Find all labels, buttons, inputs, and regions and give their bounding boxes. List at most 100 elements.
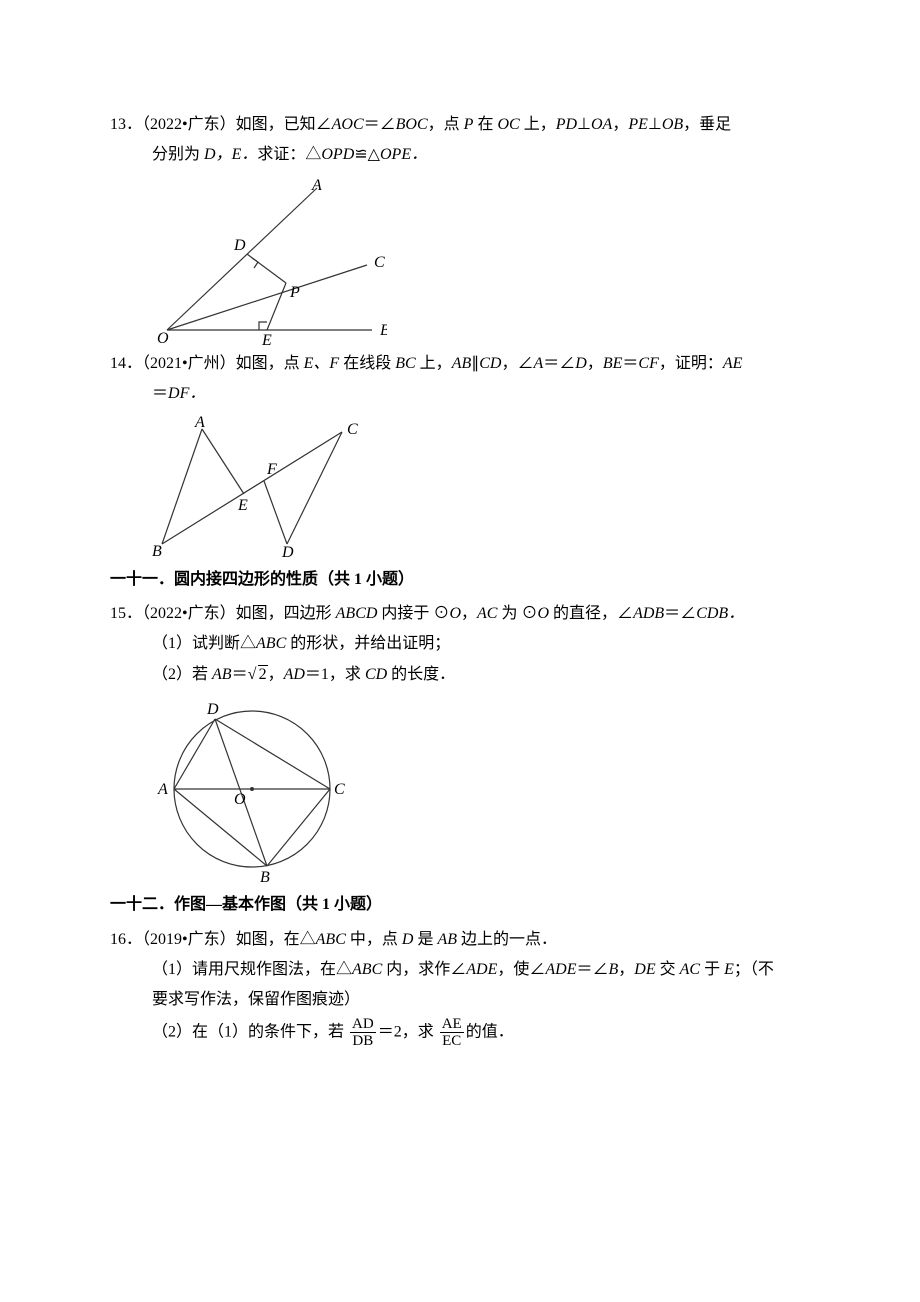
problem-14: 14．（2021•广州）如图，点 E、F 在线段 BC 上，AB∥CD，∠A＝∠… (110, 349, 830, 559)
q15-s1b: 的形状，并给出证明； (286, 635, 450, 652)
q15-adb: ADB (633, 605, 664, 622)
q16-t2: 中，点 (346, 931, 402, 948)
problem-15: 15．（2022•广东）如图，四边形 ABCD 内接于 ⊙O，AC 为 ⊙O 的… (110, 599, 830, 884)
q16-ADE: ADE (466, 961, 497, 978)
fig15-B: B (260, 869, 270, 884)
q15-sqrt: 2 (248, 660, 268, 690)
q13-comma: ， (612, 116, 628, 133)
q16-t4: 边上的一点． (457, 931, 557, 948)
q16-E: E (724, 961, 734, 978)
figure-15: A B C D O (110, 694, 830, 884)
fig13-O: O (157, 330, 169, 345)
q16-s1c: ，使∠ (497, 961, 545, 978)
q16-s1f: 交 (656, 961, 680, 978)
q16-num: 16． (110, 931, 142, 948)
fig15-O: O (234, 791, 246, 808)
q15-t3: 为 ⊙ (497, 605, 537, 622)
fig15-D: D (206, 701, 219, 718)
section-11-heading: 一十一．圆内接四边形的性质（共 1 小题） (110, 565, 830, 595)
problem-16-sub2: （2）在（1）的条件下，若 ADDB＝2，求 AEEC的值． (110, 1016, 830, 1050)
q14-ae: AE (723, 355, 743, 372)
q15-abc: ABC (256, 635, 286, 652)
q15-s2c: ， (268, 666, 284, 683)
q16-s2eq: ＝2，求 (378, 1023, 438, 1040)
q13-aoc: AOC (332, 116, 364, 133)
problem-14-line2: ＝DF． (110, 379, 830, 409)
q14-prove: ，证明： (659, 355, 723, 372)
q15-ac: AC (477, 605, 497, 622)
q14-cf: CF (638, 355, 658, 372)
problem-13-line2: 分别为 D，E．求证：△OPD≌△OPE． (110, 140, 830, 170)
q16-s2b: 的值． (466, 1023, 514, 1040)
q16-t3: 是 (413, 931, 437, 948)
problem-14-text: 14．（2021•广州）如图，点 E、F 在线段 BC 上，AB∥CD，∠A＝∠… (110, 349, 830, 379)
problem-13-text: 13．（2022•广东）如图，已知∠AOC＝∠BOC，点 P 在 OC 上，PD… (110, 110, 830, 140)
q16-s1line2: 要求写作法，保留作图痕迹） (152, 991, 360, 1008)
q15-c1: ， (461, 605, 477, 622)
figure-13-svg: O A B C D E P (152, 175, 387, 345)
q15-O2: O (537, 605, 549, 622)
q16-D: D (402, 931, 414, 948)
q16-AC: AC (680, 961, 700, 978)
page: 13．（2022•广东）如图，已知∠AOC＝∠BOC，点 P 在 OC 上，PD… (0, 0, 920, 1114)
q14-cite: （2021•广州） (142, 355, 236, 372)
q14-ef: E、F (304, 355, 340, 372)
problem-15-sub1: （1）试判断△ABC 的形状，并给出证明； (110, 629, 830, 659)
q15-num: 15． (110, 605, 142, 622)
q14-ab: AB (452, 355, 472, 372)
q16-t1: 如图，在△ (236, 931, 316, 948)
fig13-E: E (261, 332, 272, 345)
fig13-C: C (374, 254, 385, 271)
q16-frac2n: AE (440, 1016, 464, 1034)
q16-ABC: ABC (316, 931, 346, 948)
q13-prove: 求证：△ (257, 146, 321, 163)
q14-eq: ＝∠ (543, 355, 575, 372)
q15-t2: 内接于 ⊙ (377, 605, 449, 622)
q16-DE: DE (634, 961, 655, 978)
q13-t1: 如图，已知∠ (236, 116, 332, 133)
q14-c2: ， (587, 355, 603, 372)
q13-cong: ≌△ (354, 146, 380, 163)
q13-perp2: ⊥ (648, 116, 662, 133)
q14-t3: 上， (416, 355, 452, 372)
q14-eq2: ＝ (622, 355, 638, 372)
q13-boc: BOC (396, 116, 428, 133)
q13-t2: ，点 (428, 116, 464, 133)
q15-ab: AB (212, 666, 232, 683)
q13-t3: 在 (473, 116, 497, 133)
q13-perp1: ⊥ (577, 116, 591, 133)
problem-13: 13．（2022•广东）如图，已知∠AOC＝∠BOC，点 P 在 OC 上，PD… (110, 110, 830, 345)
q14-bc: BC (395, 355, 415, 372)
q13-opd: OPD (321, 146, 354, 163)
q13-l2a: 分别为 (152, 146, 204, 163)
fig14-B: B (152, 543, 162, 559)
fig14-C: C (347, 421, 358, 438)
problem-16-text: 16．（2019•广东）如图，在△ABC 中，点 D 是 AB 边上的一点． (110, 925, 830, 955)
q13-cite: （2022•广东） (142, 116, 236, 133)
q16-s1d: ＝∠ (576, 961, 608, 978)
q16-s1e: ， (618, 961, 634, 978)
problem-16: 16．（2019•广东）如图，在△ABC 中，点 D 是 AB 边上的一点． （… (110, 925, 830, 1050)
q16-s1g: 于 (700, 961, 724, 978)
fig14-D: D (281, 544, 294, 559)
sec12-text: 一十二．作图—基本作图（共 1 小题） (110, 896, 382, 913)
q16-cite: （2019•广东） (142, 931, 236, 948)
q16-ABC2: ABC (352, 961, 382, 978)
q13-eq1: ＝∠ (364, 116, 396, 133)
q16-ADE2: ADE (545, 961, 576, 978)
q16-frac2: AEEC (440, 1016, 464, 1050)
q15-s2eq: ＝ (232, 666, 248, 683)
q16-s2a: （2）在（1）的条件下，若 (152, 1023, 348, 1040)
q13-t4: 上， (520, 116, 556, 133)
q15-s1a: （1）试判断△ (152, 635, 256, 652)
problem-15-sub2: （2）若 AB＝2，AD＝1，求 CD 的长度． (110, 660, 830, 690)
q15-cdb: CDB． (696, 605, 744, 622)
fig14-E: E (237, 497, 248, 514)
q13-pe: PE (628, 116, 648, 133)
q13-ob: OB (662, 116, 683, 133)
figure-14-svg: A B C D E F (152, 414, 362, 559)
q16-AB: AB (437, 931, 457, 948)
q13-p: P (464, 116, 474, 133)
q15-s2e: 的长度． (387, 666, 455, 683)
q14-l2a: ＝ (152, 385, 168, 402)
